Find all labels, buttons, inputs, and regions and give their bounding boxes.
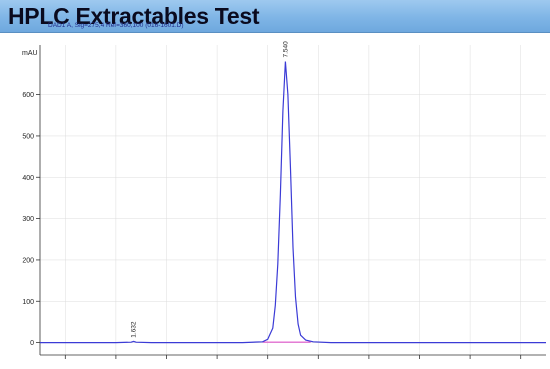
title-banner: HPLC Extractables Test DAD1 A, Sig=275,4… (0, 0, 550, 33)
page-title: HPLC Extractables Test (8, 3, 260, 29)
y-axis-label: mAU (22, 50, 38, 57)
y-tick-label: 400 (22, 175, 34, 182)
grid (40, 45, 546, 355)
y-tick-label: 200 (22, 257, 34, 264)
y-tick-label: 100 (22, 299, 34, 306)
peak-label: 1.632 (131, 321, 138, 338)
y-tick-label: 500 (22, 133, 34, 140)
peak-label: 7.540 (282, 41, 289, 58)
y-ticks: 0 100 200 300 400 500 600 (22, 92, 40, 347)
x-ticks (64, 355, 522, 359)
y-tick-label: 600 (22, 92, 34, 99)
chromatogram-trace (40, 61, 546, 344)
signal-label: DAD1 A, Sig=275,4 Ref=360,100 (016-1601.… (48, 22, 184, 29)
y-tick-label: 0 (30, 340, 34, 347)
peak-labels: 1.632 7.540 (131, 41, 290, 338)
y-tick-label: 300 (22, 216, 34, 223)
